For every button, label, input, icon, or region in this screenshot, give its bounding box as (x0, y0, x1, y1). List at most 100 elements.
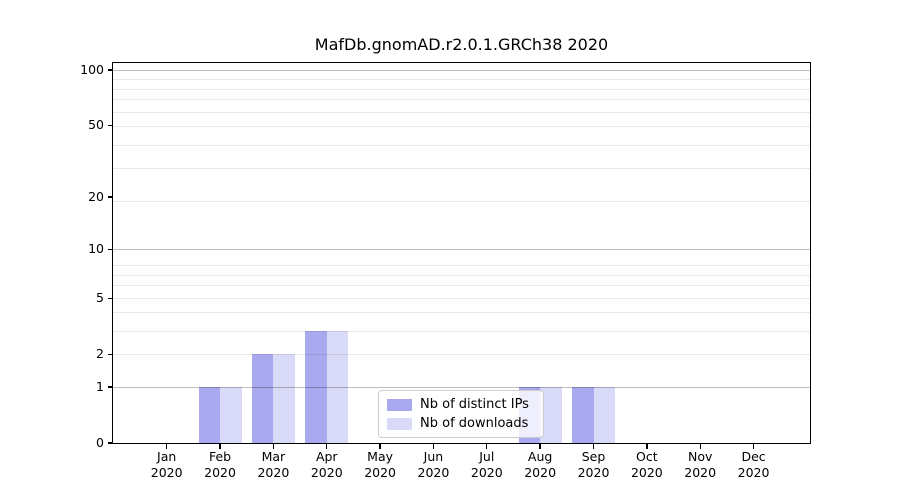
legend-label-distinct-ips: Nb of distinct IPs (420, 397, 529, 412)
x-tick-label: May 2020 (348, 449, 412, 481)
x-tick-mark (592, 443, 595, 449)
year-label: 2020 (684, 465, 717, 480)
x-tick-label: Jul 2020 (455, 449, 519, 481)
x-tick-label: Aug 2020 (508, 449, 572, 481)
downloads-swatch-icon (387, 417, 412, 430)
month-label: Feb (208, 449, 232, 464)
year-label: 2020 (417, 465, 450, 480)
y-tick-label: 50 (88, 117, 104, 133)
minor-gridline (113, 330, 810, 332)
legend-item-distinct-ips: Nb of distinct IPs (387, 397, 535, 412)
x-tick-label: Dec 2020 (722, 449, 786, 481)
bar-distinct-ips (198, 387, 221, 443)
distinct-ips-swatch-icon (387, 398, 412, 411)
year-label: 2020 (577, 465, 610, 480)
minor-gridline (113, 88, 810, 90)
y-tick-label: 2 (96, 346, 104, 362)
year-label: 2020 (364, 465, 396, 480)
year-label: 2020 (204, 465, 236, 480)
month-label: Sep (581, 449, 606, 464)
bar-distinct-ips (572, 387, 594, 443)
month-label: May (367, 449, 394, 464)
x-tick-label: Sep 2020 (562, 449, 626, 481)
y-tick-mark (107, 353, 113, 355)
month-label: Apr (315, 449, 338, 464)
month-label: Oct (636, 449, 658, 464)
month-label: Nov (687, 449, 713, 464)
y-tick-mark (107, 69, 113, 71)
major-gridline (113, 248, 810, 250)
y-tick-label: 1 (96, 379, 104, 394)
minor-gridline (113, 353, 810, 355)
minor-gridline (113, 200, 810, 202)
minor-gridline (113, 265, 810, 266)
x-tick-mark (752, 443, 755, 449)
minor-gridline (113, 126, 810, 128)
year-label: 2020 (630, 465, 663, 480)
major-gridline (113, 386, 810, 388)
month-label: Jan (157, 449, 177, 464)
bar-downloads (220, 387, 242, 443)
bar-distinct-ips (305, 331, 327, 443)
year-label: 2020 (257, 465, 290, 480)
bar-distinct-ips (251, 354, 274, 443)
x-tick-mark (539, 443, 541, 449)
minor-gridline (113, 167, 810, 169)
y-tick-mark (107, 386, 113, 388)
month-label: Dec (741, 449, 766, 464)
y-tick-label: 20 (88, 189, 104, 205)
minor-gridline (113, 79, 810, 80)
x-tick-mark (219, 443, 221, 449)
x-tick-mark (432, 443, 435, 449)
bar-downloads (326, 331, 349, 443)
month-label: Jul (479, 449, 495, 464)
minor-gridline (113, 144, 810, 146)
bar-downloads (273, 354, 295, 443)
x-tick-mark (272, 443, 275, 449)
y-tick-mark (107, 124, 113, 127)
chart-title: MafDb.gnomAD.r2.0.1.GRCh38 2020 (314, 35, 609, 54)
minor-gridline (113, 297, 810, 299)
y-tick-label: 100 (80, 62, 104, 78)
month-label: Aug (527, 449, 553, 464)
minor-gridline (113, 274, 810, 276)
x-tick-mark (326, 443, 328, 449)
x-tick-mark (486, 443, 488, 449)
y-tick-label: 0 (96, 435, 104, 450)
minor-gridline (113, 312, 810, 314)
major-gridline (113, 69, 810, 71)
month-label: Mar (261, 449, 286, 464)
year-label: 2020 (310, 465, 343, 480)
minor-gridline (113, 285, 810, 287)
y-tick-mark (107, 248, 113, 250)
x-tick-label: Mar 2020 (241, 449, 305, 481)
y-tick-label: 5 (96, 290, 104, 306)
x-tick-label: Nov 2020 (668, 449, 732, 481)
legend-item-downloads: Nb of downloads (387, 416, 535, 431)
year-label: 2020 (737, 465, 770, 480)
x-tick-mark (166, 443, 168, 449)
y-tick-mark (107, 196, 113, 198)
y-tick-mark (107, 297, 113, 299)
month-label: Jun (423, 449, 444, 464)
y-tick-mark (107, 442, 113, 444)
minor-gridline (113, 111, 810, 113)
legend-label-downloads: Nb of downloads (420, 416, 529, 431)
x-tick-label: Apr 2020 (295, 449, 359, 481)
year-label: 2020 (524, 465, 557, 480)
x-tick-label: Oct 2020 (615, 449, 679, 481)
minor-gridline (113, 99, 810, 101)
year-label: 2020 (150, 465, 183, 480)
x-tick-mark (379, 443, 381, 449)
bar-downloads (593, 387, 615, 443)
year-label: 2020 (470, 465, 503, 480)
x-tick-mark (699, 443, 701, 449)
bar-downloads (540, 387, 562, 443)
x-tick-label: Feb 2020 (188, 449, 252, 481)
x-tick-label: Jan 2020 (135, 449, 199, 481)
legend: Nb of distinct IPs Nb of downloads (378, 390, 544, 438)
